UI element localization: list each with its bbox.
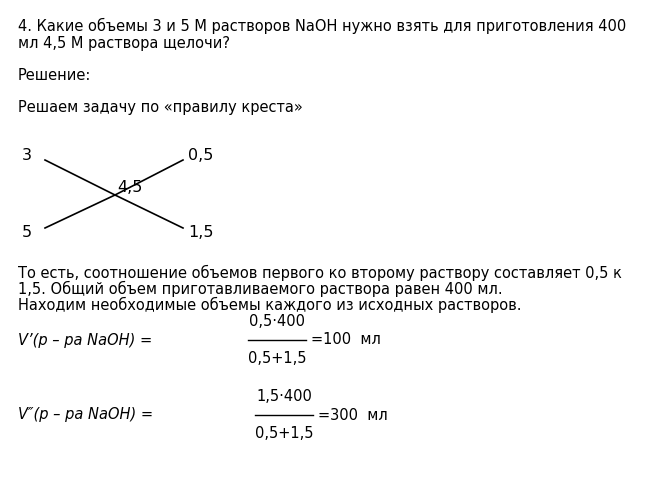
Text: 1,5. Общий объем приготавливаемого раствора равен 400 мл.: 1,5. Общий объем приготавливаемого раств… <box>18 281 502 297</box>
Text: То есть, соотношение объемов первого ко второму раствору составляет 0,5 к: То есть, соотношение объемов первого ко … <box>18 265 622 281</box>
Text: 1,5: 1,5 <box>188 225 213 240</box>
Text: V’(р – ра NaOH) =: V’(р – ра NaOH) = <box>18 332 153 348</box>
Text: 4. Какие объемы 3 и 5 М растворов NaOH нужно взять для приготовления 400: 4. Какие объемы 3 и 5 М растворов NaOH н… <box>18 18 626 34</box>
Text: Решаем задачу по «правилу креста»: Решаем задачу по «правилу креста» <box>18 100 303 115</box>
Text: 3: 3 <box>22 148 32 163</box>
Text: =300  мл: =300 мл <box>318 408 388 422</box>
Text: мл 4,5 М раствора щелочи?: мл 4,5 М раствора щелочи? <box>18 36 230 51</box>
Text: Решение:: Решение: <box>18 68 92 83</box>
Text: 1,5·400: 1,5·400 <box>256 389 312 404</box>
Text: V″(р – ра NaOH) =: V″(р – ра NaOH) = <box>18 408 153 422</box>
Text: =100  мл: =100 мл <box>311 332 381 348</box>
Text: 0,5·400: 0,5·400 <box>249 314 305 329</box>
Text: 0,5+1,5: 0,5+1,5 <box>248 351 306 366</box>
Text: 0,5: 0,5 <box>188 148 213 163</box>
Text: 0,5+1,5: 0,5+1,5 <box>255 426 313 441</box>
Text: 5: 5 <box>22 225 32 240</box>
Text: 4,5: 4,5 <box>117 180 142 194</box>
Text: Находим необходимые объемы каждого из исходных растворов.: Находим необходимые объемы каждого из ис… <box>18 297 522 313</box>
